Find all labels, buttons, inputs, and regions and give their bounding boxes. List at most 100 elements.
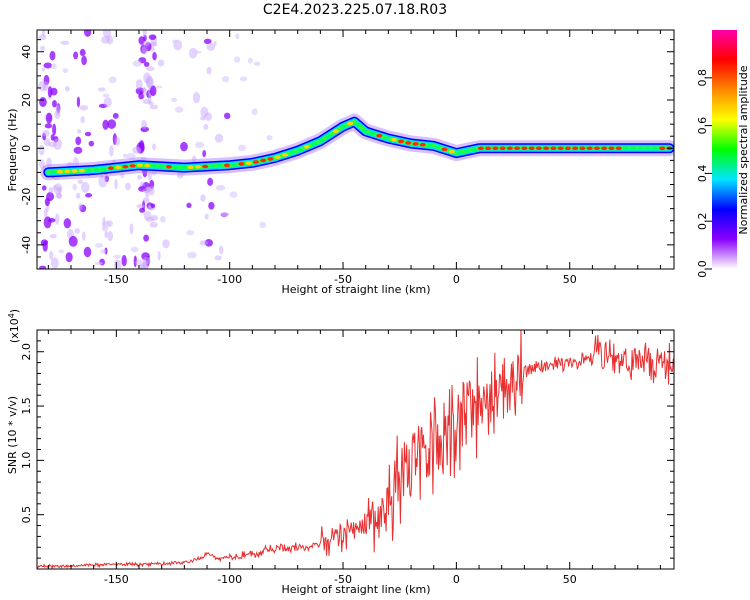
speckle-mark bbox=[199, 240, 208, 246]
speckle-mark bbox=[39, 265, 47, 269]
speckle-mark bbox=[193, 50, 202, 54]
ridge-hotspot bbox=[434, 145, 441, 149]
ridge-hotspot bbox=[405, 141, 412, 145]
ridge-hotspot bbox=[354, 122, 361, 127]
speckle-mark bbox=[103, 97, 112, 108]
speckle-mark bbox=[148, 101, 154, 106]
ridge-hotspot bbox=[637, 146, 644, 151]
ridge-hotspot bbox=[593, 146, 600, 151]
ridge-hotspot bbox=[659, 146, 666, 151]
ridge-hotspot bbox=[470, 147, 477, 152]
speckle-mark bbox=[81, 55, 87, 66]
colorbar-tick-label: 0.4 bbox=[696, 165, 709, 183]
speckle-mark bbox=[146, 66, 155, 72]
speckle-mark bbox=[142, 261, 149, 269]
speckle-mark bbox=[186, 202, 192, 208]
speckle-mark bbox=[192, 91, 201, 104]
speckle-mark bbox=[56, 192, 63, 199]
speckle-mark bbox=[145, 76, 154, 89]
speckle-mark bbox=[207, 177, 214, 186]
spectrogram-ridge bbox=[40, 113, 674, 181]
spectrogram-y-tick-label: -20 bbox=[20, 188, 33, 206]
snr-y-ticks: 0.5 1.0 1.5 2.0 bbox=[20, 329, 674, 570]
speckle-mark bbox=[98, 175, 108, 188]
speckle-mark bbox=[73, 146, 83, 154]
speckle-mark bbox=[50, 87, 58, 96]
snr-x-tick-label: -150 bbox=[104, 573, 129, 586]
speckle-mark bbox=[60, 40, 70, 45]
speckle-mark bbox=[48, 187, 54, 194]
speckle-mark bbox=[202, 150, 207, 158]
speckle-mark bbox=[77, 179, 84, 185]
speckle-mark bbox=[41, 67, 45, 72]
speckle-mark bbox=[44, 123, 53, 129]
speckle-mark bbox=[81, 181, 90, 193]
ridge-hotspot bbox=[100, 167, 107, 171]
speckle-mark bbox=[162, 239, 170, 249]
speckle-mark bbox=[109, 145, 114, 157]
ridge-hotspot bbox=[115, 165, 122, 170]
ridge-hotspot bbox=[448, 149, 455, 154]
speckle-mark bbox=[83, 246, 92, 258]
ridge-hotspot bbox=[267, 157, 274, 161]
ridge-hotspot bbox=[564, 146, 571, 151]
ridge-hotspot bbox=[543, 146, 550, 151]
snr-x-ticks: -150 -100 -50 0 50 bbox=[47, 330, 661, 586]
speckle-mark bbox=[75, 192, 81, 199]
speckle-mark bbox=[152, 143, 157, 151]
ridge-hotspot bbox=[427, 143, 434, 148]
ridge-hotspot bbox=[274, 155, 281, 159]
spectrogram-x-ticks: -150 -100 -50 0 50 bbox=[47, 30, 661, 286]
speckle-mark bbox=[52, 100, 57, 108]
ridge-hotspot bbox=[245, 161, 252, 165]
speckle-mark bbox=[85, 192, 93, 198]
speckle-mark bbox=[132, 60, 142, 67]
speckle-mark bbox=[204, 213, 209, 220]
colorbar: 0.0 0.2 0.4 0.6 0.8 Normalized spectral ampl… bbox=[696, 30, 750, 278]
speckle-mark bbox=[88, 140, 95, 147]
speckle-mark bbox=[132, 146, 142, 154]
ridge-hotspot bbox=[296, 148, 303, 152]
speckle-mark bbox=[157, 250, 161, 261]
speckle-mark bbox=[247, 57, 253, 64]
snr-x-tick-label: 0 bbox=[453, 573, 460, 586]
speckle-mark bbox=[112, 112, 119, 119]
speckle-mark bbox=[54, 213, 60, 225]
ridge-hotspot bbox=[202, 164, 209, 169]
speckle-mark bbox=[223, 112, 231, 120]
ridge-hotspot bbox=[332, 129, 339, 134]
snr-ylabel: SNR (10 * v/v) bbox=[6, 396, 19, 474]
ridge-hotspot bbox=[173, 165, 180, 169]
speckle-mark bbox=[251, 108, 258, 116]
speckle-mark bbox=[44, 197, 50, 207]
speckle-mark bbox=[72, 183, 77, 191]
speckle-mark bbox=[143, 61, 150, 67]
speckle-mark bbox=[215, 184, 226, 191]
ridge-hotspot bbox=[93, 167, 100, 172]
ridge-hotspot bbox=[49, 170, 56, 174]
speckle-mark bbox=[229, 191, 238, 198]
spectrogram-x-tick-label: 0 bbox=[453, 273, 460, 286]
speckle-mark bbox=[204, 238, 213, 247]
speckle-mark bbox=[239, 76, 248, 82]
ridge-hotspot bbox=[216, 163, 223, 168]
speckle-mark bbox=[39, 97, 47, 107]
spectrogram-x-tick-label: -50 bbox=[334, 273, 352, 286]
colorbar-tick-label: 0.8 bbox=[696, 69, 709, 87]
ridge-hotspot bbox=[64, 169, 71, 174]
speckle-mark bbox=[63, 218, 72, 229]
ridge-hotspot bbox=[441, 147, 448, 152]
speckle-mark bbox=[259, 221, 267, 229]
speckle-mark bbox=[43, 216, 52, 229]
speckle-mark bbox=[160, 215, 166, 223]
snr-y-tick-label: 1.5 bbox=[20, 397, 33, 415]
snr-scale-prefix: (x10 bbox=[8, 318, 21, 343]
speckle-mark bbox=[206, 66, 212, 75]
spectrogram-ylabel: Frequency (Hz) bbox=[6, 109, 19, 192]
speckle-mark bbox=[130, 246, 139, 253]
speckle-mark bbox=[76, 96, 81, 108]
speckle-mark bbox=[149, 104, 159, 110]
spectrogram-frame bbox=[36, 29, 675, 270]
speckle-mark bbox=[171, 97, 178, 103]
